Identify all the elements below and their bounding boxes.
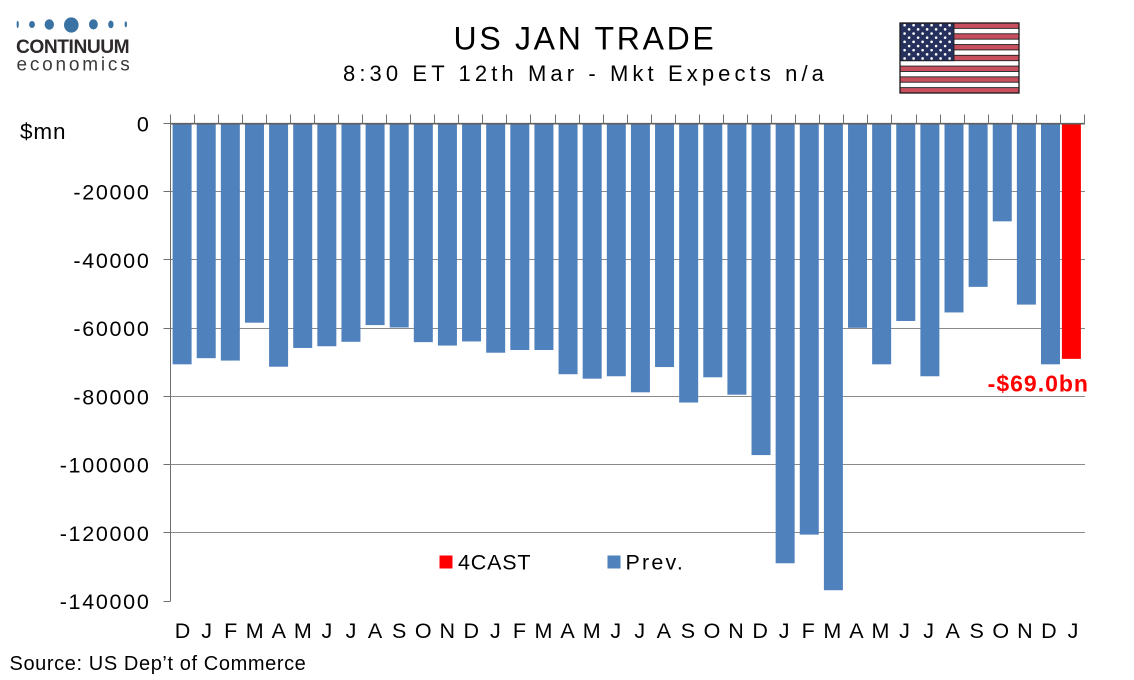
svg-text:-20000: -20000	[73, 181, 150, 205]
svg-text:D: D	[752, 619, 768, 643]
svg-text:N: N	[439, 619, 455, 643]
svg-text:N: N	[728, 619, 744, 643]
svg-text:F: F	[224, 619, 237, 643]
svg-text:S: S	[681, 619, 695, 643]
svg-text:M: M	[294, 619, 312, 643]
svg-text:O: O	[415, 619, 432, 643]
svg-text:A: A	[272, 619, 287, 643]
svg-text:F: F	[513, 619, 526, 643]
svg-text:N: N	[1017, 619, 1033, 643]
svg-text:M: M	[871, 619, 889, 643]
svg-text:J: J	[610, 619, 621, 643]
svg-text:A: A	[368, 619, 383, 643]
svg-text:-40000: -40000	[73, 249, 150, 273]
svg-text:M: M	[535, 619, 553, 643]
svg-text:J: J	[346, 619, 357, 643]
svg-text:O: O	[992, 619, 1009, 643]
svg-text:-80000: -80000	[73, 385, 150, 409]
svg-text:US JAN TRADE: US JAN TRADE	[454, 21, 717, 57]
svg-text:A: A	[849, 619, 864, 643]
svg-text:J: J	[779, 619, 790, 643]
svg-text:J: J	[1068, 619, 1079, 643]
svg-text:economics: economics	[17, 55, 133, 76]
svg-text:-140000: -140000	[60, 590, 151, 614]
svg-text:J: J	[899, 619, 910, 643]
svg-text:4CAST: 4CAST	[458, 551, 531, 575]
svg-text:$mn: $mn	[20, 119, 66, 144]
svg-text:D: D	[464, 619, 480, 643]
svg-text:Prev.: Prev.	[626, 551, 686, 575]
svg-text:J: J	[322, 619, 333, 643]
svg-text:J: J	[634, 619, 645, 643]
svg-text:8:30 ET 12th Mar - Mkt Expects: 8:30 ET 12th Mar - Mkt Expects n/a	[343, 61, 828, 86]
svg-text:M: M	[246, 619, 264, 643]
svg-text:D: D	[175, 619, 191, 643]
svg-text:S: S	[970, 619, 984, 643]
svg-text:A: A	[657, 619, 672, 643]
svg-text:A: A	[560, 619, 575, 643]
svg-text:CONTINUUM: CONTINUUM	[16, 37, 129, 58]
svg-text:J: J	[201, 619, 212, 643]
svg-text:F: F	[802, 619, 815, 643]
svg-text:0: 0	[137, 112, 151, 136]
svg-text:D: D	[1041, 619, 1057, 643]
svg-text:S: S	[392, 619, 406, 643]
svg-text:Source: US Dep’t of Commerce: Source: US Dep’t of Commerce	[10, 653, 307, 675]
svg-text:M: M	[583, 619, 601, 643]
svg-text:M: M	[823, 619, 841, 643]
svg-text:-$69.0bn: -$69.0bn	[988, 371, 1089, 397]
svg-text:O: O	[704, 619, 721, 643]
svg-text:-60000: -60000	[73, 317, 150, 341]
svg-text:-100000: -100000	[60, 454, 151, 478]
svg-text:-120000: -120000	[60, 522, 151, 546]
svg-text:J: J	[923, 619, 934, 643]
svg-text:A: A	[945, 619, 960, 643]
svg-text:J: J	[490, 619, 501, 643]
